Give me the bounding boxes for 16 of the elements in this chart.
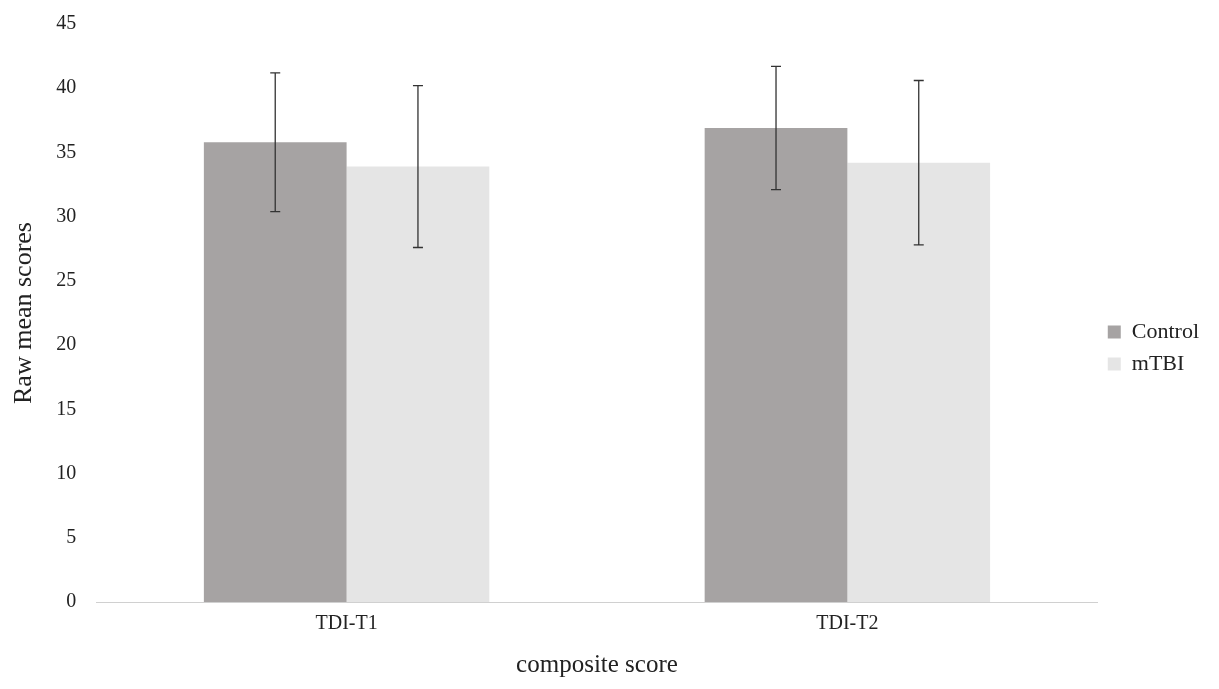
y-axis-title: Raw mean scores	[8, 222, 38, 404]
legend-label: Control	[1131, 317, 1200, 343]
y-tick-label: 35	[56, 139, 77, 162]
x-axis-title: composite score	[516, 649, 678, 677]
y-tick-label: 15	[56, 396, 77, 419]
y-tick-label: 45	[56, 11, 77, 34]
x-tick-label: TDI-T2	[816, 611, 879, 634]
x-tick-label: TDI-T1	[315, 611, 378, 634]
y-tick-label: 20	[56, 332, 77, 355]
y-tick-label: 30	[56, 203, 77, 226]
legend-label: mTBI	[1131, 349, 1185, 375]
y-tick-label: 5	[66, 525, 77, 548]
y-tick-label: 10	[56, 460, 77, 483]
y-tick-label: 0	[66, 589, 77, 612]
y-tick-label: 40	[56, 75, 77, 98]
y-tick-label: 25	[56, 268, 77, 291]
